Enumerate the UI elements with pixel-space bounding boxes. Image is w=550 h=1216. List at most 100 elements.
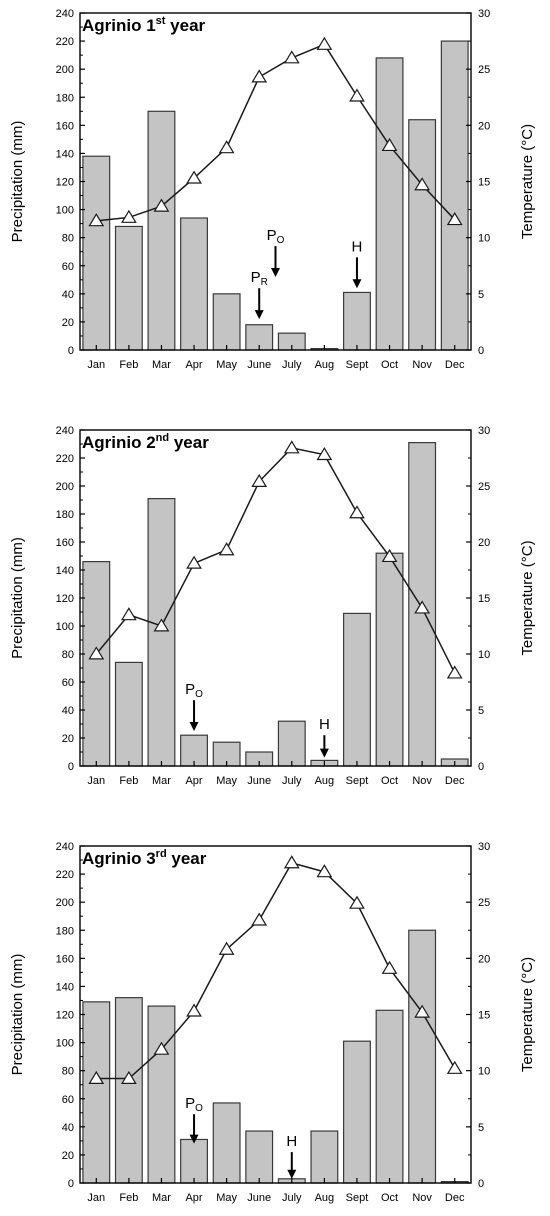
temperature-point-aug [316,36,333,50]
precip-bar-aug [310,1130,339,1184]
precip-bar-jan [82,1001,111,1184]
temperature-point-aug [316,864,333,878]
temperature-point-oct [381,137,398,152]
y-tick-label: 220 [56,36,74,48]
y-tick-label: 20 [62,1150,74,1162]
y-tick-label: 20 [62,317,74,329]
precip-bar-june [245,1130,274,1184]
y-tick-label: 240 [56,8,74,20]
precip-bar-mar [147,1005,176,1184]
precip-bar-jan [82,560,111,767]
annotation-arrow-head [189,722,199,731]
temperature-point-feb [120,209,137,223]
temperature-point-dec [446,212,463,226]
y2-tick-label: 20 [478,120,490,132]
y-tick-label: 220 [56,869,74,881]
temperature-point-feb [120,1070,137,1085]
temperature-point-sept [349,505,365,519]
precip-bar-sept [343,291,371,351]
y-tick-label: 120 [56,177,74,189]
x-tick-label: Aug [315,359,335,371]
y2-tick-label: 30 [478,425,490,437]
x-tick-label: Oct [381,359,398,371]
y-tick-label: 40 [62,705,74,717]
temperature-point-mar [153,198,170,212]
y-tick-label: 220 [56,453,74,465]
precip-bar-may [212,1102,241,1184]
y-tick-label: 180 [56,509,74,521]
precip-bar-mar [147,498,176,767]
y-tick-label: 200 [56,64,74,76]
y2-tick-label: 25 [478,897,490,909]
x-tick-label: Feb [119,1192,138,1204]
x-tick-label: Mar [152,775,171,787]
x-tick-label: Apr [185,1192,202,1204]
y-tick-label: 180 [56,925,74,937]
precip-bar-feb [114,997,143,1184]
x-tick-label: Mar [152,1192,171,1204]
x-tick-label: Feb [119,359,138,371]
annotation-arrow-head [254,310,264,320]
y-tick-label: 60 [62,677,74,689]
y-tick-label: 120 [56,1010,74,1022]
y-tick-label: 60 [62,1094,74,1106]
x-tick-label: Dec [445,1192,465,1204]
y2-axis-title: Temperature (°C) [519,957,536,1072]
x-tick-label: June [247,775,271,787]
annotation-arrow-head [189,1134,199,1144]
temperature-point-nov [414,1004,431,1018]
temperature-point-nov [414,600,431,614]
precip-bar-feb [114,661,143,767]
y-tick-label: 100 [56,1038,74,1050]
y-tick-label: 80 [62,649,74,661]
temperature-line [95,447,456,674]
x-tick-label: Dec [445,775,465,787]
x-tick-label: May [216,775,237,787]
precip-bar-sept [343,1040,371,1184]
x-tick-label: Jan [87,775,105,787]
x-tick-label: Feb [119,775,138,787]
temperature-point-july [283,440,300,454]
y-tick-label: 160 [56,120,74,132]
x-tick-label: Aug [315,1192,335,1204]
x-tick-label: July [282,359,302,371]
precip-bar-apr [180,217,208,351]
temperature-point-apr [186,555,202,569]
y-tick-label: 140 [56,148,74,160]
y2-axis-title: Temperature (°C) [519,540,536,655]
x-tick-label: Mar [152,359,171,371]
y2-tick-label: 5 [478,705,484,717]
annotation-label: PR [251,269,268,288]
x-tick-label: June [247,1192,271,1204]
x-tick-label: Nov [412,359,432,371]
y2-tick-label: 0 [478,345,484,357]
y-tick-label: 40 [62,289,74,301]
annotation-arrow-head [352,279,362,289]
temperature-point-oct [381,960,398,974]
temperature-point-aug [316,446,333,461]
precip-bar-jan [82,155,111,351]
y-tick-label: 200 [56,481,74,493]
y2-tick-label: 30 [478,841,490,853]
annotation-label: H [286,1133,297,1150]
precip-bar-dec [440,40,469,351]
y-tick-label: 0 [68,1178,74,1190]
temperature-point-apr [186,1003,202,1017]
x-tick-label: Apr [185,359,202,371]
temperature-point-june [251,912,268,926]
panel-title: Agrinio 1st year [82,15,206,35]
annotation-arrow-head [271,267,280,277]
annotation-label: PO [185,681,203,700]
x-tick-label: Jan [87,359,105,371]
y-axis-title: Precipitation (mm) [9,537,26,659]
x-tick-label: June [247,359,271,371]
temperature-point-jan [88,1070,105,1085]
x-tick-label: Apr [185,775,202,787]
x-tick-label: May [216,359,237,371]
precip-bar-nov [408,119,437,351]
y-tick-label: 80 [62,233,74,245]
temperature-point-july [283,50,300,64]
precip-bar-mar [147,110,176,351]
y2-tick-label: 5 [478,289,484,301]
y2-tick-label: 20 [478,953,490,965]
